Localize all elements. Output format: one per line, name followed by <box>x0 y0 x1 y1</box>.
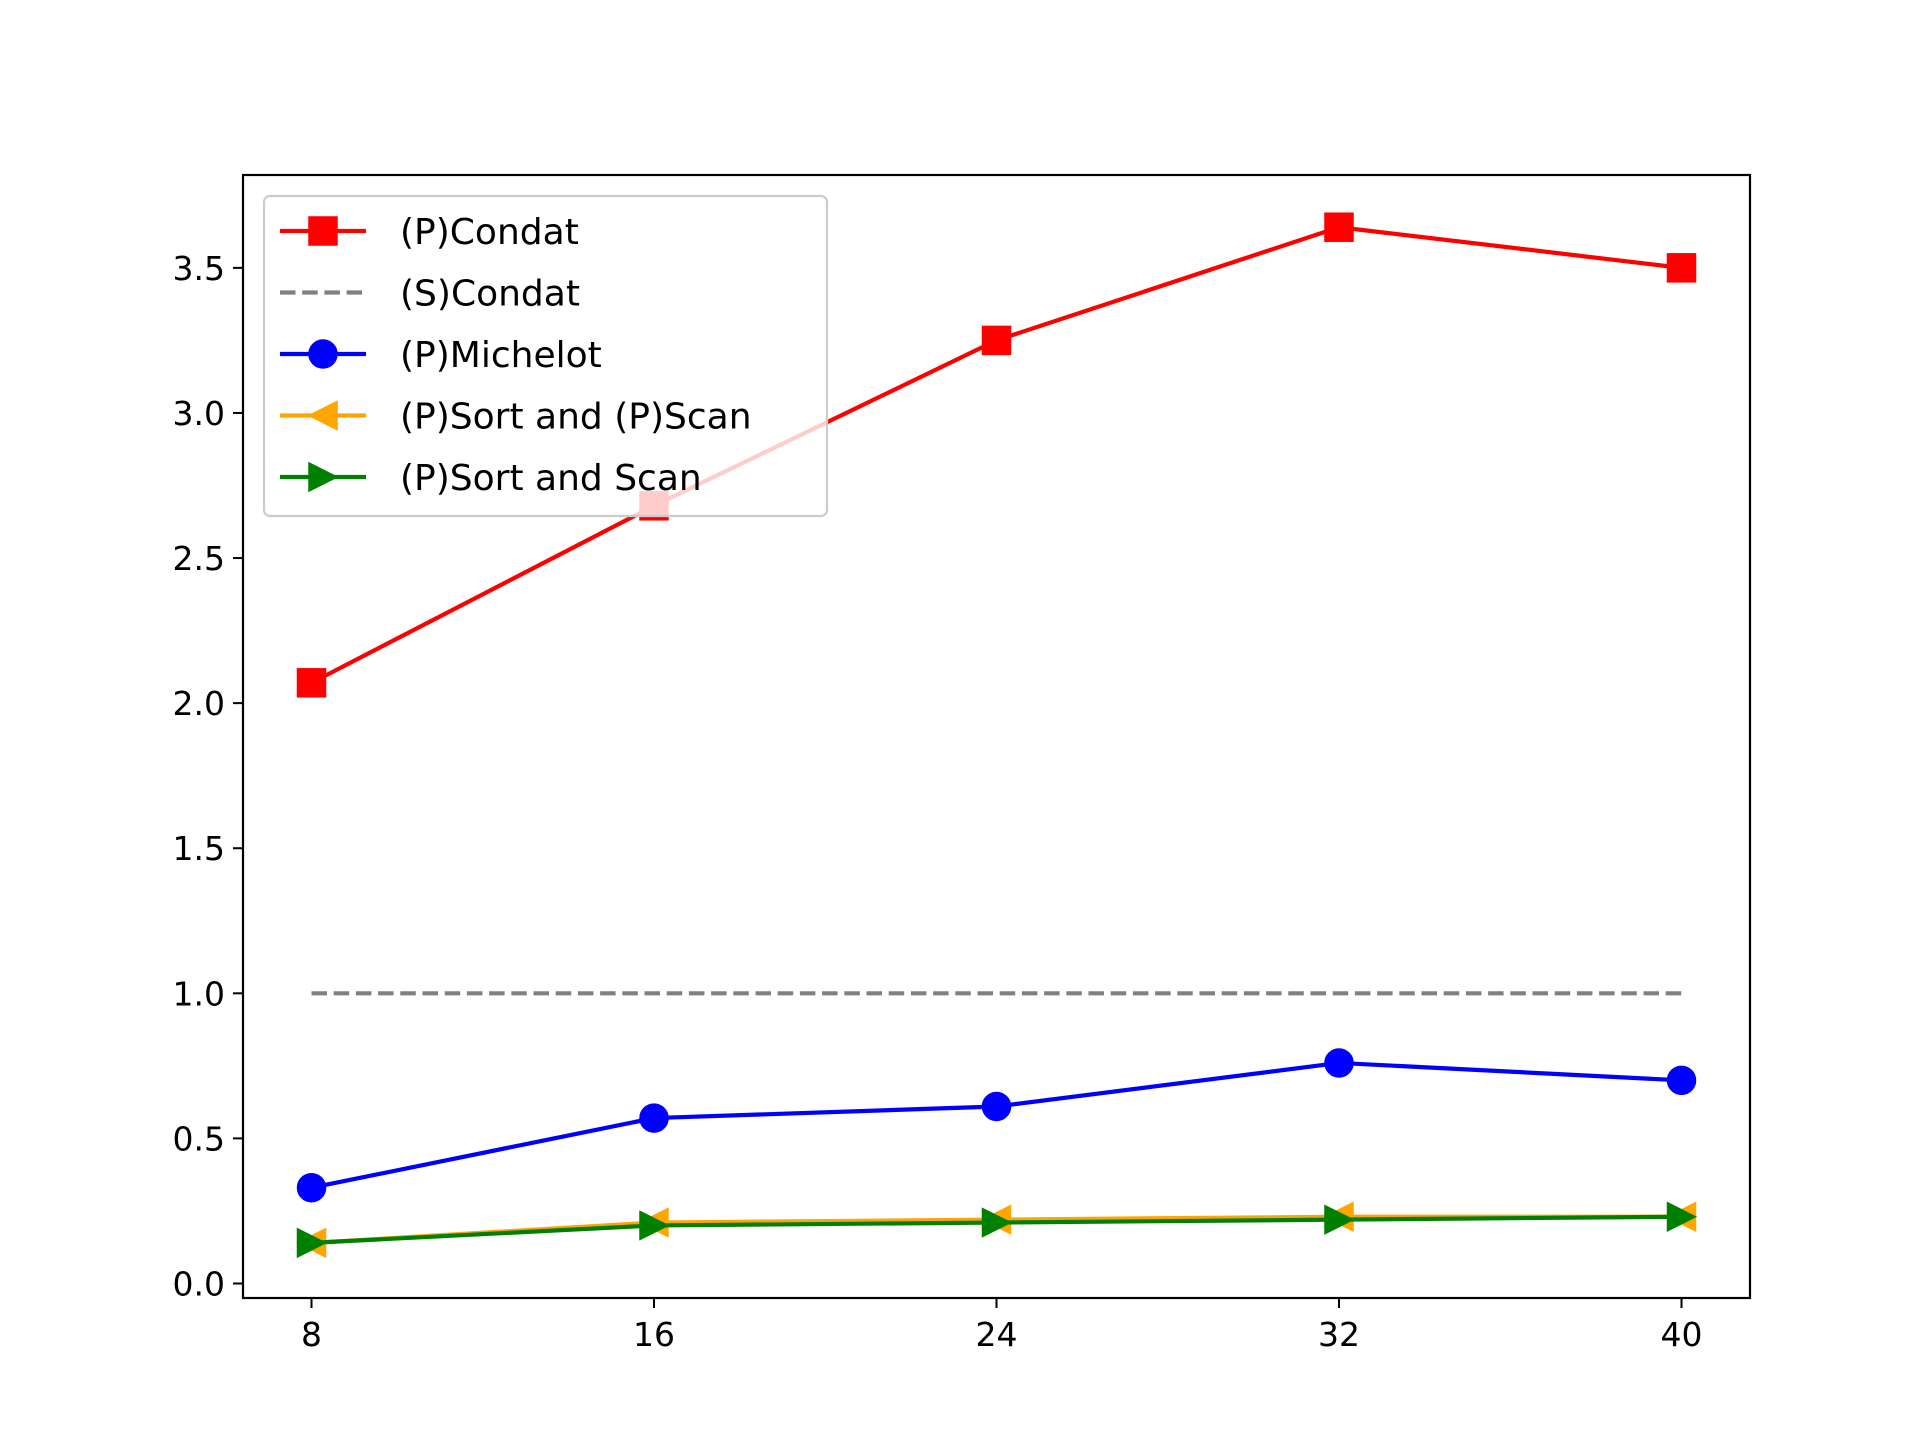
legend-entry-1: (S)Condat <box>280 274 580 315</box>
data-point-0-2 <box>981 325 1012 356</box>
y-tick-label-3: 1.5 <box>173 829 225 868</box>
legend-entry-2: (P)Michelot <box>280 335 602 376</box>
legend-label-3: (P)Sort and (P)Scan <box>400 397 752 438</box>
y-tick-label-5: 2.5 <box>173 539 225 578</box>
legend-label-4: (P)Sort and Scan <box>400 458 702 499</box>
x-tick-label-0: 8 <box>301 1315 322 1354</box>
x-tick-label-2: 24 <box>976 1315 1018 1354</box>
legend-marker-0 <box>308 216 338 246</box>
series-2 <box>296 1048 1697 1203</box>
legend-box <box>262 194 829 518</box>
data-point-4-0 <box>296 1227 328 1259</box>
data-point-2-0 <box>296 1172 327 1203</box>
legend: (P)Condat (S)Condat (P)Michelot (P)Sort and… <box>262 194 829 518</box>
data-point-4-1 <box>639 1210 670 1241</box>
legend-label-1: (S)Condat <box>400 274 580 315</box>
y-tick-label-0: 0.0 <box>173 1264 225 1303</box>
legend-label-0: (P)Condat <box>400 212 579 253</box>
series-4 <box>296 1201 1698 1259</box>
legend-marker-3 <box>307 400 338 431</box>
x-tick-label-3: 32 <box>1318 1315 1360 1354</box>
y-tick-label-6: 3.0 <box>173 394 225 433</box>
legend-entry-3: (P)Sort and (P)Scan <box>280 397 752 438</box>
x-tick-label-4: 40 <box>1661 1315 1703 1354</box>
y-tick-label-4: 2.0 <box>173 684 225 723</box>
axes-layer: 8 16 24 32 40 0.0 0.5 1.0 1.5 2.0 2.5 3.0 3.5 <box>173 173 1752 1354</box>
y-tick-label-1: 0.5 <box>173 1119 225 1158</box>
data-point-0-3 <box>1324 212 1354 242</box>
legend-entry-0: (P)Condat <box>280 212 579 253</box>
legend-entry-4: (P)Sort and Scan <box>280 458 702 499</box>
x-tick-label-1: 16 <box>633 1315 675 1354</box>
data-point-2-2 <box>981 1091 1012 1122</box>
data-point-0-4 <box>1666 253 1697 283</box>
data-point-2-3 <box>1324 1048 1354 1078</box>
data-point-4-2 <box>981 1207 1013 1238</box>
legend-marker-2 <box>308 339 338 369</box>
data-point-2-1 <box>639 1103 669 1133</box>
data-point-4-3 <box>1324 1204 1355 1235</box>
data-point-0-0 <box>296 668 327 698</box>
legend-label-2: (P)Michelot <box>400 335 602 376</box>
y-tick-label-2: 1.0 <box>173 974 225 1013</box>
y-tick-label-7: 3.5 <box>173 249 225 288</box>
legend-marker-4 <box>308 461 339 493</box>
data-point-2-4 <box>1666 1065 1697 1096</box>
data-point-4-4 <box>1666 1201 1698 1232</box>
